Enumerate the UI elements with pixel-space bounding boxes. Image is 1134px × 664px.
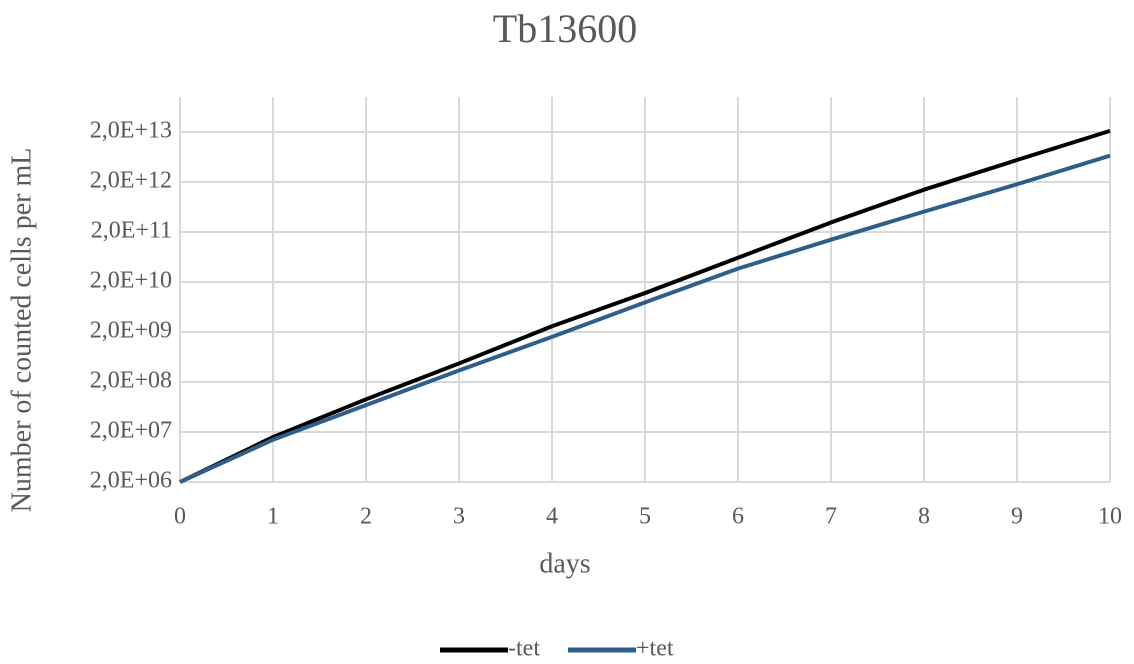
y-tick-label: 2,0E+10 — [90, 267, 172, 293]
x-tick-label: 0 — [174, 504, 186, 530]
y-tick-label: 2,0E+08 — [90, 367, 172, 393]
x-tick-label: 8 — [918, 504, 930, 530]
y-tick-label: 2,0E+13 — [90, 117, 172, 143]
y-tick-label: 2,0E+12 — [90, 167, 172, 193]
x-tick-label: 6 — [732, 504, 744, 530]
chart-title: Tb13600 — [493, 6, 637, 51]
x-tick-label: 7 — [825, 504, 837, 530]
x-tick-label: 1 — [267, 504, 279, 530]
y-tick-label: 2,0E+09 — [90, 317, 172, 343]
x-tick-label: 5 — [639, 504, 651, 530]
y-tick-label: 2,0E+07 — [90, 417, 172, 443]
x-tick-label: 10 — [1098, 504, 1122, 530]
legend-label: +tet — [636, 636, 674, 662]
data-line — [179, 128, 1111, 484]
x-tick-label: 4 — [546, 504, 558, 530]
y-tick-label: 2,0E+06 — [90, 468, 172, 494]
x-tick-label: 3 — [453, 504, 465, 530]
x-tick-label: 2 — [360, 504, 372, 530]
x-axis-label: days — [539, 548, 590, 579]
y-axis-label: Number of counted cells per mL — [6, 148, 37, 513]
x-tick-label: 9 — [1011, 504, 1023, 530]
legend-label: -tet — [508, 636, 540, 662]
y-tick-label: 2,0E+11 — [91, 217, 172, 243]
data-line — [179, 153, 1111, 484]
